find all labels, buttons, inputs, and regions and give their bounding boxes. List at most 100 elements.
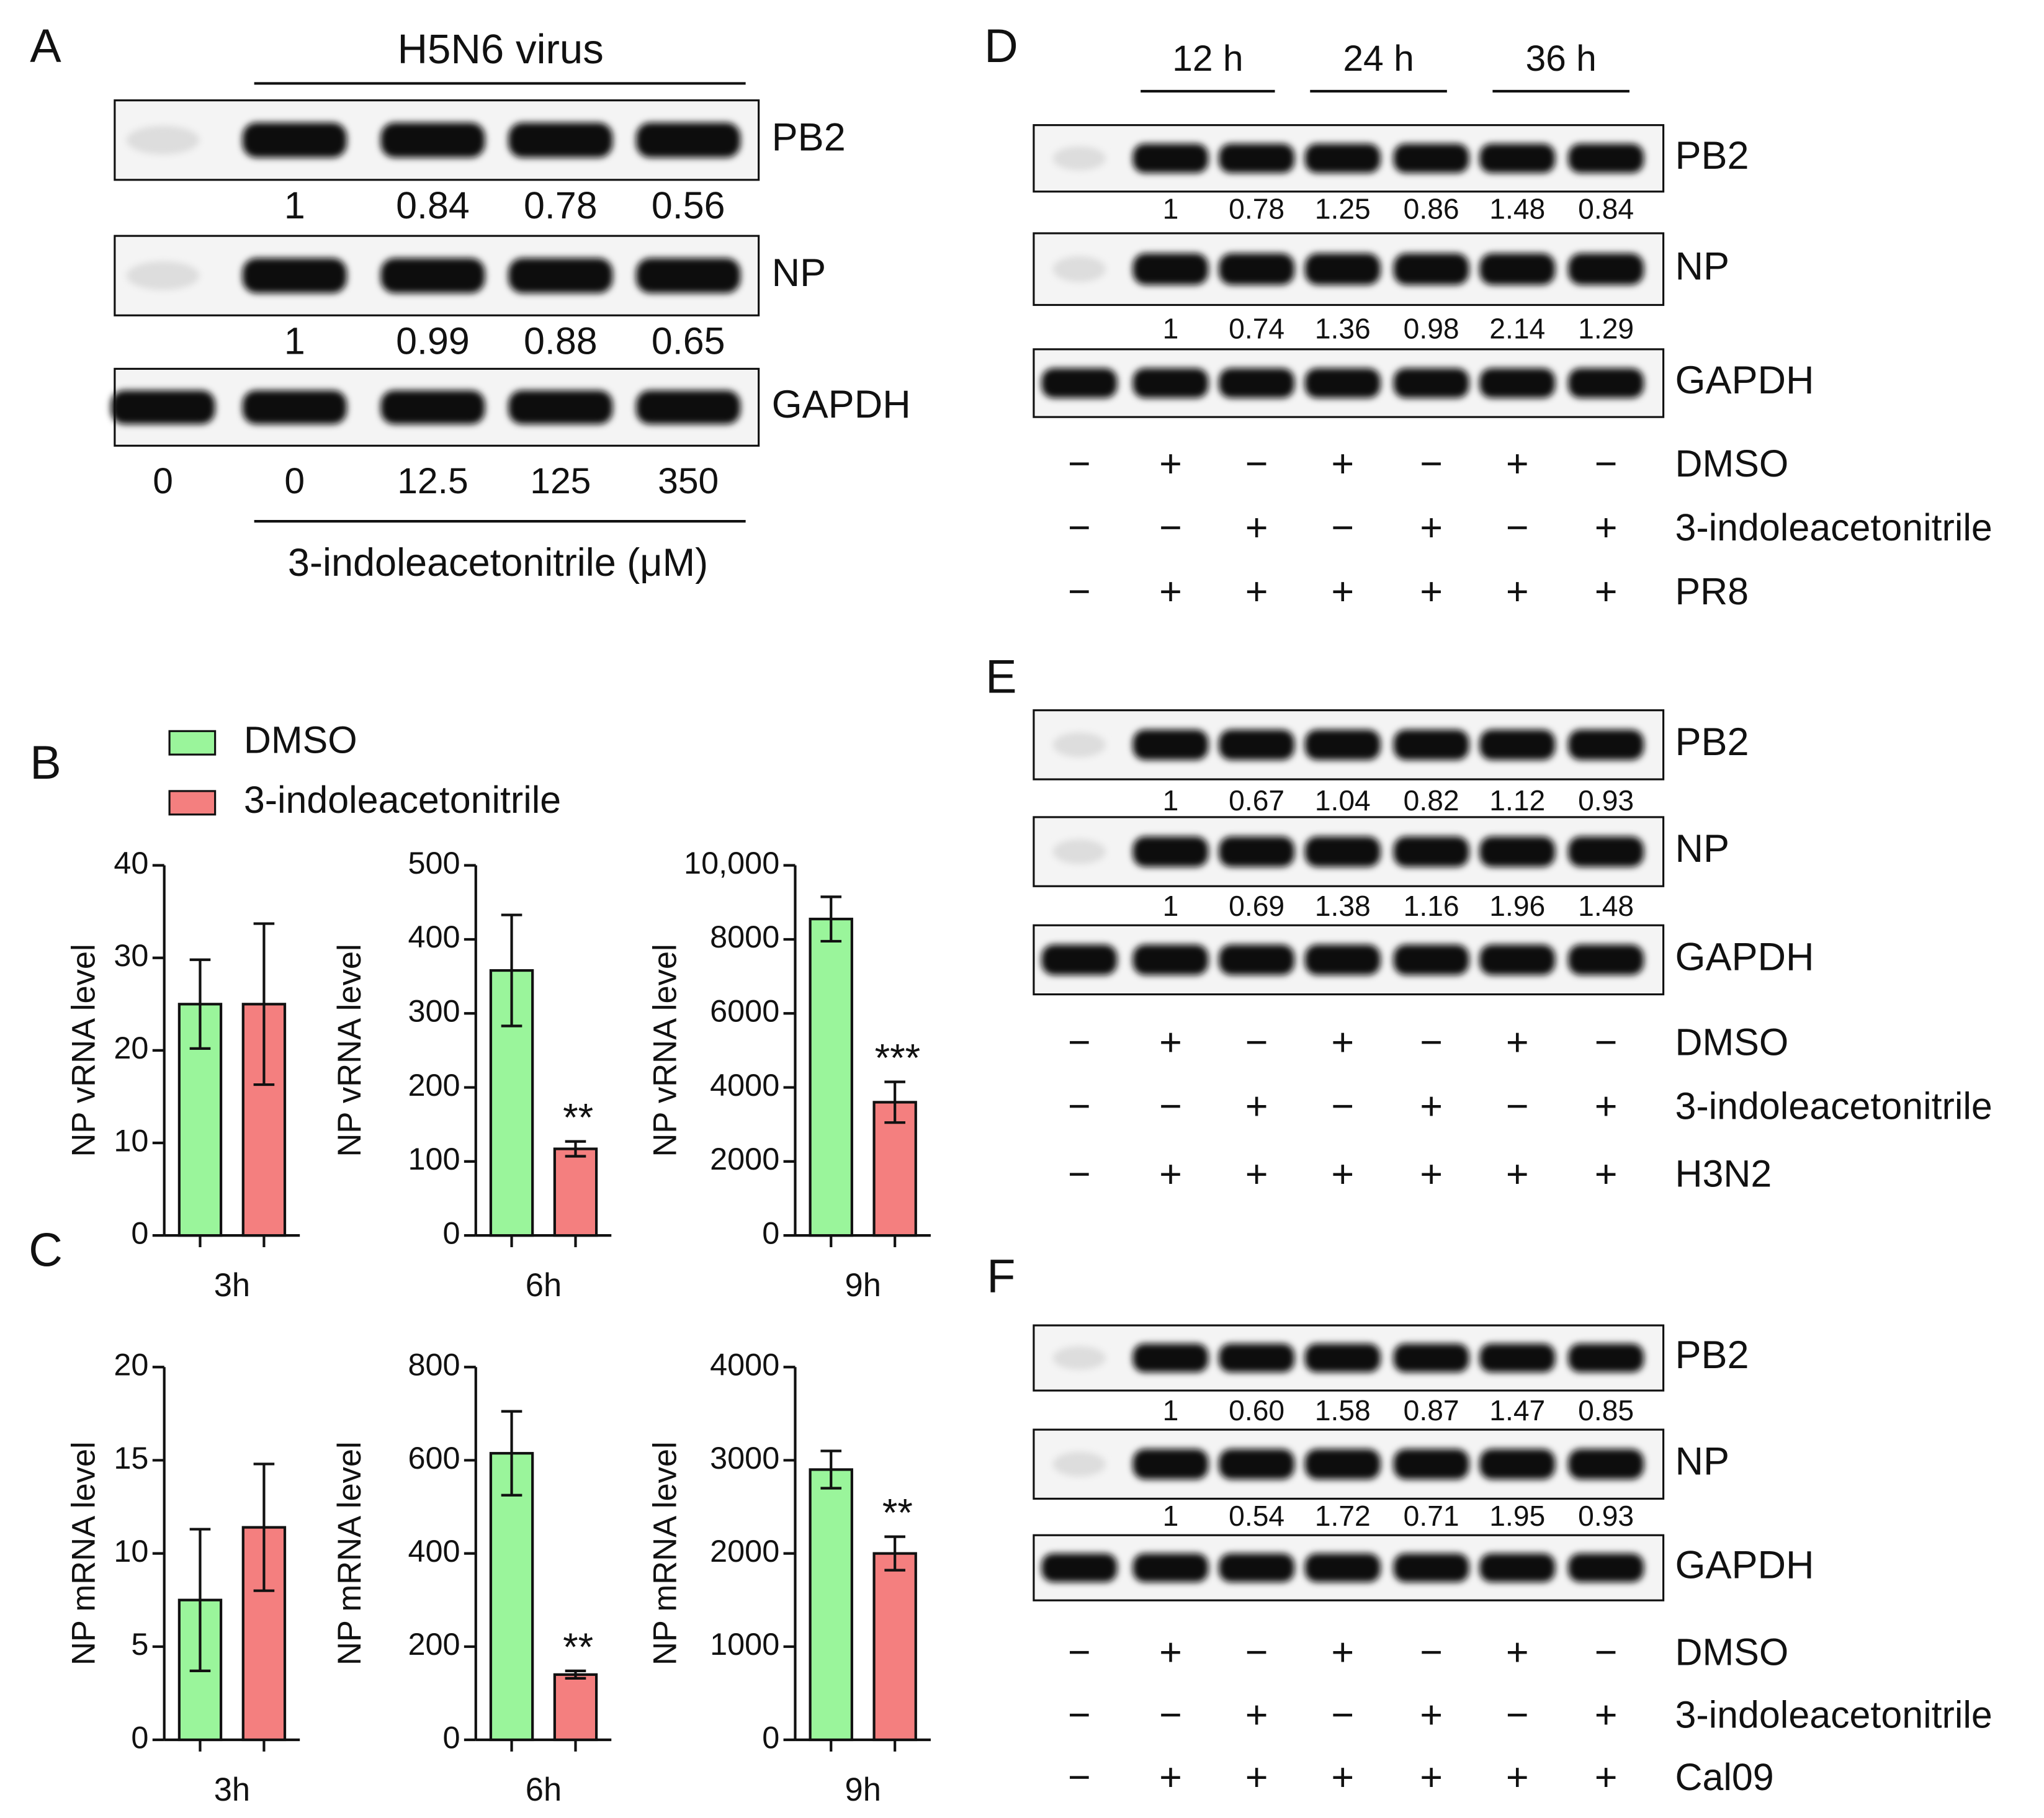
treatment-sign: + <box>1159 1756 1182 1799</box>
band <box>1393 1449 1469 1480</box>
band <box>1041 368 1118 398</box>
y-tick-label: 6000 <box>710 993 779 1029</box>
y-tick-label: 2000 <box>710 1533 779 1569</box>
y-axis-label: NP mRNA level <box>66 1441 102 1665</box>
y-tick-label: 2000 <box>710 1141 779 1176</box>
band <box>1132 944 1209 975</box>
band-label: GAPDH <box>1675 359 1814 402</box>
treatment-label: H3N2 <box>1675 1153 1772 1195</box>
panel-label: D <box>984 20 1018 73</box>
error-bar <box>820 1449 842 1490</box>
band <box>1568 836 1644 867</box>
band <box>1219 1343 1295 1372</box>
band <box>636 122 741 158</box>
treatment-sign: − <box>1245 442 1268 486</box>
bar <box>872 1552 917 1742</box>
bar <box>809 1468 853 1742</box>
quant-label: 0.74 <box>1229 313 1284 345</box>
treatment-sign: + <box>1506 1021 1529 1064</box>
band <box>1132 836 1209 867</box>
treatment-sign: − <box>1068 506 1091 549</box>
x-tick-label: 6h <box>526 1267 562 1304</box>
band <box>1393 368 1469 398</box>
quant-label: 0.98 <box>1404 313 1459 345</box>
band <box>1479 253 1556 285</box>
quant-label: 0.67 <box>1229 784 1284 817</box>
quant-label: 0.78 <box>524 184 598 226</box>
treatment-sign: + <box>1245 570 1268 613</box>
band <box>1041 944 1118 975</box>
band <box>1304 1343 1381 1372</box>
legend-label: 3-indoleacetonitrile <box>244 779 561 821</box>
quant-label: 1.48 <box>1578 890 1634 922</box>
y-tick-label: 0 <box>443 1719 460 1755</box>
treatment-label: 3-indoleacetonitrile <box>1675 1085 1992 1127</box>
band <box>1479 1449 1556 1480</box>
y-tick-label: 400 <box>408 1533 460 1569</box>
treatment-sign: + <box>1420 570 1443 613</box>
y-axis-label: NP vRNA level <box>647 944 683 1157</box>
panel-label: F <box>987 1251 1015 1303</box>
treatment-sign: + <box>1245 1756 1268 1799</box>
band <box>1568 729 1644 760</box>
treatment-sign: − <box>1068 1152 1091 1196</box>
legend-label: DMSO <box>244 719 357 761</box>
treatment-sign: + <box>1506 1631 1529 1674</box>
band <box>242 122 347 158</box>
band <box>1568 253 1644 285</box>
quant-label: 0.84 <box>1578 192 1634 225</box>
y-tick-label: 8000 <box>710 919 779 954</box>
band <box>1132 1449 1209 1480</box>
panel-label: E <box>985 651 1016 703</box>
y-tick-label: 800 <box>408 1347 460 1382</box>
error-bar <box>884 1080 905 1124</box>
lane-label: 350 <box>658 461 719 501</box>
faint-band <box>1052 146 1106 171</box>
treatment-sign: − <box>1331 1085 1354 1128</box>
treatment-sign: + <box>1595 1152 1618 1196</box>
treatment-sign: + <box>1595 1756 1618 1799</box>
band <box>508 390 613 424</box>
treatment-sign: − <box>1420 1631 1443 1674</box>
treatment-sign: + <box>1420 506 1443 549</box>
quant-label: 1.12 <box>1489 784 1545 817</box>
band <box>1132 368 1209 398</box>
band <box>380 258 485 293</box>
bar <box>809 918 853 1237</box>
quant-label: 1.29 <box>1578 313 1634 345</box>
quant-label: 0.78 <box>1229 192 1284 225</box>
band <box>1479 1553 1556 1582</box>
band <box>1132 729 1209 760</box>
band <box>1479 1343 1556 1372</box>
treatment-sign: + <box>1245 1085 1268 1128</box>
treatment-sign: + <box>1159 1152 1182 1196</box>
band <box>1304 1553 1381 1582</box>
error-bar <box>253 1462 275 1592</box>
quant-label: 0.86 <box>1404 192 1459 225</box>
band <box>1393 1343 1469 1372</box>
treatment-sign: + <box>1331 442 1354 486</box>
band <box>508 258 613 293</box>
band <box>1393 944 1469 975</box>
time-label: 24 h <box>1343 38 1414 79</box>
error-bar <box>565 1140 586 1158</box>
quant-label: 0.82 <box>1404 784 1459 817</box>
band <box>1568 143 1644 173</box>
quant-label: 0.71 <box>1404 1500 1459 1532</box>
faint-band <box>126 261 200 290</box>
quant-label: 0.93 <box>1578 1500 1634 1532</box>
band <box>508 122 613 158</box>
quant-label: 0.84 <box>396 184 470 226</box>
treatment-sign: + <box>1506 570 1529 613</box>
band-label: NP <box>1675 827 1729 871</box>
quant-label: 1.25 <box>1315 192 1371 225</box>
faint-band <box>1052 1346 1106 1370</box>
quant-label: 1.04 <box>1315 784 1371 817</box>
significance: ** <box>563 1626 593 1669</box>
y-tick-label: 20 <box>114 1030 148 1065</box>
y-tick-label: 30 <box>114 938 148 973</box>
x-tick-label: 3h <box>214 1771 250 1808</box>
treatment-sign: − <box>1159 506 1182 549</box>
y-axis-label: NP mRNA level <box>331 1441 368 1665</box>
